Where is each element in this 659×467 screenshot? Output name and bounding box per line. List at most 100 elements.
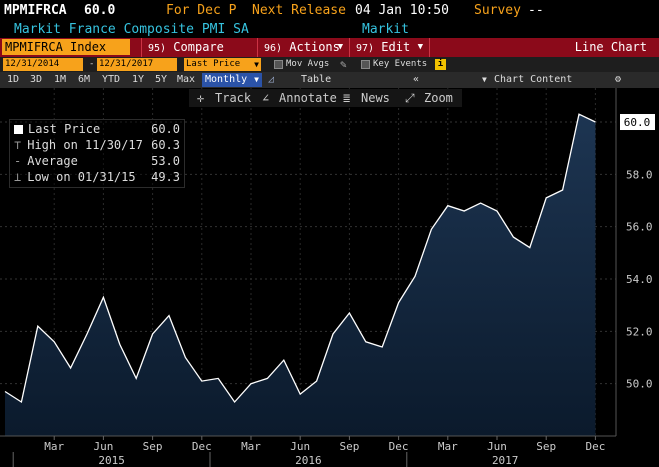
- table-button[interactable]: Table: [301, 74, 332, 85]
- x-axis-ticks: Mar Jun Sep Dec Mar Jun Sep Dec Mar Jun Sep Dec 2015…: [12, 436, 605, 467]
- y-tick-label: 56.0: [626, 221, 653, 234]
- zoom-button[interactable]: Zoom: [424, 91, 453, 105]
- period-6m[interactable]: 6M: [78, 74, 91, 85]
- legend-low-label: Low on 01/31/15: [27, 170, 136, 184]
- year-label: 2016: [295, 454, 322, 467]
- news-button[interactable]: News: [361, 91, 390, 105]
- price-area: [5, 114, 596, 436]
- price-chart[interactable]: 50.052.054.056.058.060.0 MarJunSepDecMar…: [0, 88, 659, 467]
- chevron-down-icon: ▼: [417, 42, 423, 52]
- chart-type-icon[interactable]: ◿: [268, 74, 275, 85]
- year-label: 2017: [492, 454, 519, 467]
- field-selector-label: Last Price: [186, 59, 241, 69]
- x-tick-label: Sep: [339, 440, 359, 453]
- legend-average: - Average 53.0: [14, 154, 180, 168]
- chart-tools: ✛ Track ∠ Annotate ≣ News ⤢ Zoom: [189, 89, 462, 107]
- key-events-checkbox[interactable]: [361, 60, 370, 69]
- legend-average-label: Average: [27, 154, 78, 168]
- description-row: Markit France Composite PMI SA Markit: [0, 22, 659, 38]
- legend-low: ⊥ Low on 01/31/15 49.3: [14, 170, 180, 184]
- pencil-icon[interactable]: ✎: [340, 58, 347, 71]
- high-marker-icon: ⊤: [14, 138, 22, 152]
- edit-menu[interactable]: 97) Edit ▼: [349, 38, 429, 57]
- annotate-button[interactable]: Annotate: [279, 91, 337, 105]
- legend-last-price-value: 60.0: [151, 122, 180, 136]
- compare-menu[interactable]: 95) Compare: [141, 38, 257, 57]
- x-tick-label: Dec: [192, 440, 212, 453]
- y-tick-label: 52.0: [626, 325, 653, 338]
- collapse-left-icon[interactable]: «: [413, 74, 420, 85]
- x-tick-label: Jun: [290, 440, 310, 453]
- y-tick-label: 54.0: [626, 273, 653, 286]
- next-release-label: Next Release: [252, 3, 346, 18]
- legend-average-value: 53.0: [151, 154, 180, 168]
- info-icon[interactable]: i: [435, 59, 446, 70]
- header-row: MPMIFRCA 60.0 For Dec P Next Release 04 …: [0, 0, 659, 22]
- security-description: Markit France Composite PMI SA: [14, 22, 249, 37]
- x-tick-label: Sep: [536, 440, 556, 453]
- compare-shortcut: 95): [148, 43, 167, 54]
- legend-low-value: 49.3: [151, 170, 180, 184]
- crosshair-icon: ✛: [197, 91, 205, 105]
- field-selector[interactable]: Last Price ▼: [184, 58, 261, 71]
- line-chart-menu[interactable]: Line Chart: [429, 38, 659, 57]
- mov-avgs-label: Mov Avgs: [286, 59, 330, 69]
- survey-label: Survey: [474, 3, 521, 18]
- actions-menu[interactable]: 96) Actions ▼: [257, 38, 349, 57]
- source-label: Markit: [362, 22, 409, 37]
- x-tick-label: Sep: [143, 440, 163, 453]
- legend-last-price: Last Price 60.0: [14, 122, 180, 136]
- last-price-label: 60.0: [624, 116, 651, 129]
- last-value: 60.0: [84, 3, 116, 18]
- zoom-icon: ⤢: [405, 91, 415, 105]
- ticker-symbol: MPMIFRCA: [4, 3, 67, 18]
- chart-content-button[interactable]: Chart Content: [494, 74, 573, 85]
- period-3d[interactable]: 3D: [30, 74, 43, 85]
- period-max[interactable]: Max: [177, 74, 196, 85]
- x-tick-label: Dec: [389, 440, 409, 453]
- y-tick-label: 58.0: [626, 168, 653, 181]
- date-separator: -: [89, 59, 95, 69]
- x-tick-label: Mar: [241, 440, 261, 453]
- track-button[interactable]: Track: [215, 91, 252, 105]
- average-marker-icon: -: [14, 154, 22, 168]
- frequency-label: Monthly: [205, 74, 248, 85]
- key-events-label: Key Events: [373, 59, 428, 69]
- edit-shortcut: 97): [356, 43, 375, 54]
- last-price-marker: 60.0: [620, 114, 655, 131]
- frequency-selector[interactable]: Monthly ▼: [202, 73, 262, 87]
- x-tick-label: Jun: [487, 440, 507, 453]
- chevron-down-icon: ▼: [337, 42, 343, 52]
- legend-high: ⊤ High on 11/30/17 60.3: [14, 138, 180, 152]
- year-label: 2015: [98, 454, 125, 467]
- start-date-field[interactable]: 12/31/2014: [3, 58, 83, 71]
- x-tick-label: Mar: [438, 440, 458, 453]
- actions-shortcut: 96): [264, 43, 283, 54]
- chevron-down-icon: ▼: [254, 60, 259, 69]
- chevron-down-icon[interactable]: ▼: [482, 75, 487, 84]
- compare-label: Compare: [173, 40, 224, 54]
- gear-icon[interactable]: ⚙: [615, 74, 622, 85]
- period-ytd[interactable]: YTD: [102, 74, 121, 85]
- annotate-pen-icon: ∠: [262, 91, 270, 105]
- x-tick-label: Dec: [585, 440, 605, 453]
- mov-avgs-checkbox[interactable]: [274, 60, 283, 69]
- chart-legend: Last Price 60.0 ⊤ High on 11/30/17 60.3 -…: [9, 119, 185, 188]
- next-release-value: 04 Jan 10:50: [355, 3, 449, 18]
- period-1y[interactable]: 1Y: [132, 74, 145, 85]
- x-tick-label: Jun: [93, 440, 113, 453]
- period-1d[interactable]: 1D: [7, 74, 20, 85]
- legend-last-price-label: Last Price: [28, 122, 101, 136]
- survey-value: --: [528, 3, 544, 18]
- legend-high-value: 60.3: [151, 138, 180, 152]
- end-date-field[interactable]: 12/31/2017: [97, 58, 177, 71]
- period-label: For Dec P: [166, 3, 237, 18]
- y-tick-label: 50.0: [626, 378, 653, 391]
- security-input[interactable]: MPMIFRCA Index: [2, 39, 130, 55]
- legend-high-label: High on 11/30/17: [27, 138, 143, 152]
- x-tick-label: Mar: [44, 440, 64, 453]
- low-marker-icon: ⊥: [14, 170, 22, 184]
- period-5y[interactable]: 5Y: [155, 74, 168, 85]
- view-label: Line Chart: [574, 40, 647, 54]
- period-1m[interactable]: 1M: [54, 74, 67, 85]
